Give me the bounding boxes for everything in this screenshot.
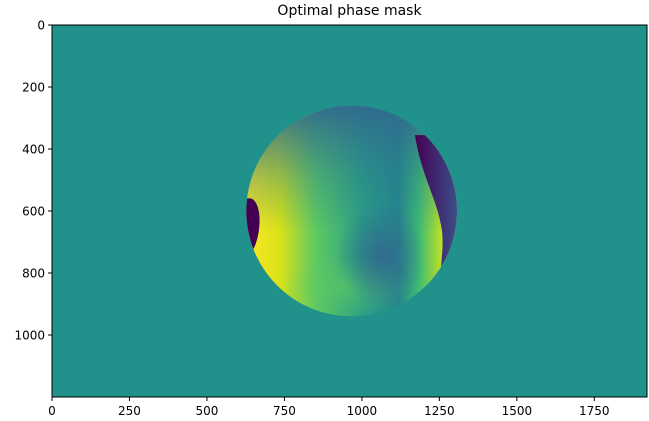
plot-area	[51, 24, 648, 398]
x-tick-label: 1750	[579, 404, 610, 418]
x-axis: 0 250 500 750 1000 1250 1500 1750	[48, 397, 610, 418]
y-tick-label: 400	[22, 143, 45, 157]
y-tick-label: 800	[22, 267, 45, 281]
x-tick-label: 1500	[502, 404, 533, 418]
y-tick-label: 1000	[14, 329, 45, 343]
y-tick-label: 0	[37, 19, 45, 33]
phase-wrap-crescent	[414, 135, 458, 277]
x-tick-label: 750	[273, 404, 296, 418]
aperture-disk	[246, 105, 458, 317]
x-tick-label: 1250	[424, 404, 455, 418]
x-tick-label: 250	[118, 404, 141, 418]
y-axis: 0 200 400 600 800 1000	[14, 19, 52, 343]
x-tick-label: 1000	[347, 404, 378, 418]
phase-wrap-lobe	[246, 198, 260, 251]
y-tick-label: 200	[22, 81, 45, 95]
phase-trough	[336, 202, 426, 308]
y-tick-label: 600	[22, 205, 45, 219]
x-tick-label: 500	[195, 404, 218, 418]
x-tick-label: 0	[48, 404, 56, 418]
chart-title: Optimal phase mask	[277, 3, 422, 19]
